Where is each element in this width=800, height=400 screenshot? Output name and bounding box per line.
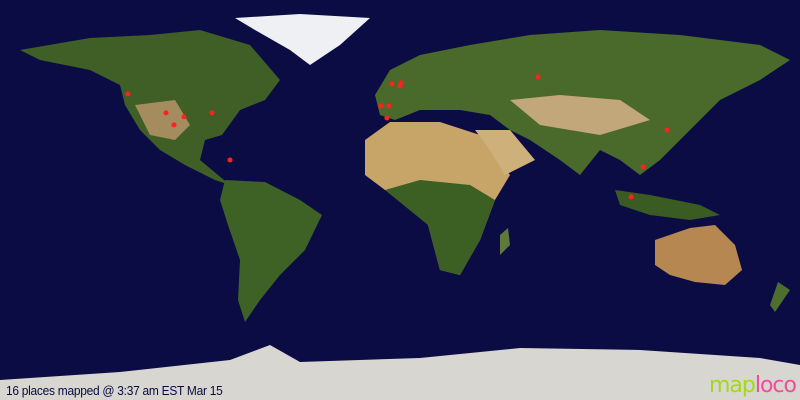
maploco-logo[interactable]: maploco [708,373,797,398]
new-zealand [770,282,790,312]
indonesia [615,190,720,220]
place-marker[interactable] [227,157,233,163]
antarctica [0,345,800,400]
places-mapped-caption: 16 places mapped @ 3:37 am EST Mar 15 [6,383,223,398]
logo-map: map [708,373,756,398]
continents [0,14,800,400]
place-marker[interactable] [384,115,390,121]
north-america-desert [135,100,190,140]
australia [655,225,742,285]
place-marker[interactable] [125,91,131,97]
place-marker[interactable] [171,122,177,128]
place-marker[interactable] [163,110,169,116]
place-marker[interactable] [640,164,646,170]
markers [125,74,670,200]
place-marker[interactable] [535,74,541,80]
arabia [475,130,535,175]
asia-desert [510,95,650,135]
south-america [220,180,322,322]
place-marker[interactable] [209,110,215,116]
place-marker[interactable] [389,81,395,87]
place-marker[interactable] [181,114,187,120]
greenland [235,14,370,65]
place-marker[interactable] [398,80,404,86]
madagascar [500,228,510,255]
place-marker[interactable] [628,194,634,200]
place-marker[interactable] [664,127,670,133]
place-marker[interactable] [378,103,384,109]
logo-loco: loco [754,373,797,398]
africa-green [385,180,495,275]
place-marker[interactable] [386,103,392,109]
